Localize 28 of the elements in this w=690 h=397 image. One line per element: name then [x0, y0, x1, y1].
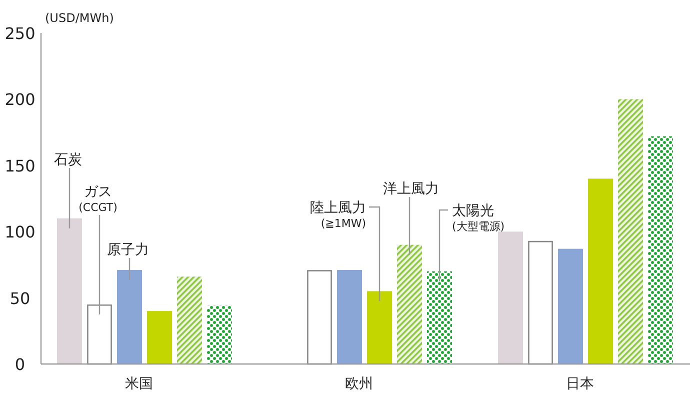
- bar: [588, 178, 613, 364]
- bar: [528, 240, 553, 365]
- bar: [177, 276, 202, 364]
- bar: [498, 232, 523, 364]
- bar: [117, 270, 142, 364]
- bar: [558, 248, 583, 364]
- x-tick-label: 欧州: [345, 376, 373, 392]
- bar: [207, 306, 232, 364]
- y-tick-label: 100: [4, 222, 36, 242]
- bar: [427, 271, 452, 364]
- bar: [337, 270, 362, 364]
- y-tick-label: 200: [4, 90, 36, 110]
- x-tick-label: 米国: [125, 376, 153, 392]
- y-tick-label: 50: [10, 288, 30, 308]
- bar: [648, 136, 673, 364]
- bar: [57, 218, 82, 364]
- y-tick-label: 150: [4, 156, 36, 176]
- bar: [307, 270, 332, 365]
- bar: [618, 99, 643, 364]
- y-tick-label: 0: [14, 355, 26, 374]
- bar: [87, 304, 112, 365]
- bar: [147, 311, 172, 364]
- bar: [367, 291, 392, 364]
- y-tick-label: 250: [4, 24, 36, 43]
- y-axis-title: (USD/MWh): [45, 11, 114, 25]
- series-label: 原子力: [107, 242, 149, 258]
- bar: [397, 244, 422, 364]
- x-tick-label: 日本: [566, 376, 594, 392]
